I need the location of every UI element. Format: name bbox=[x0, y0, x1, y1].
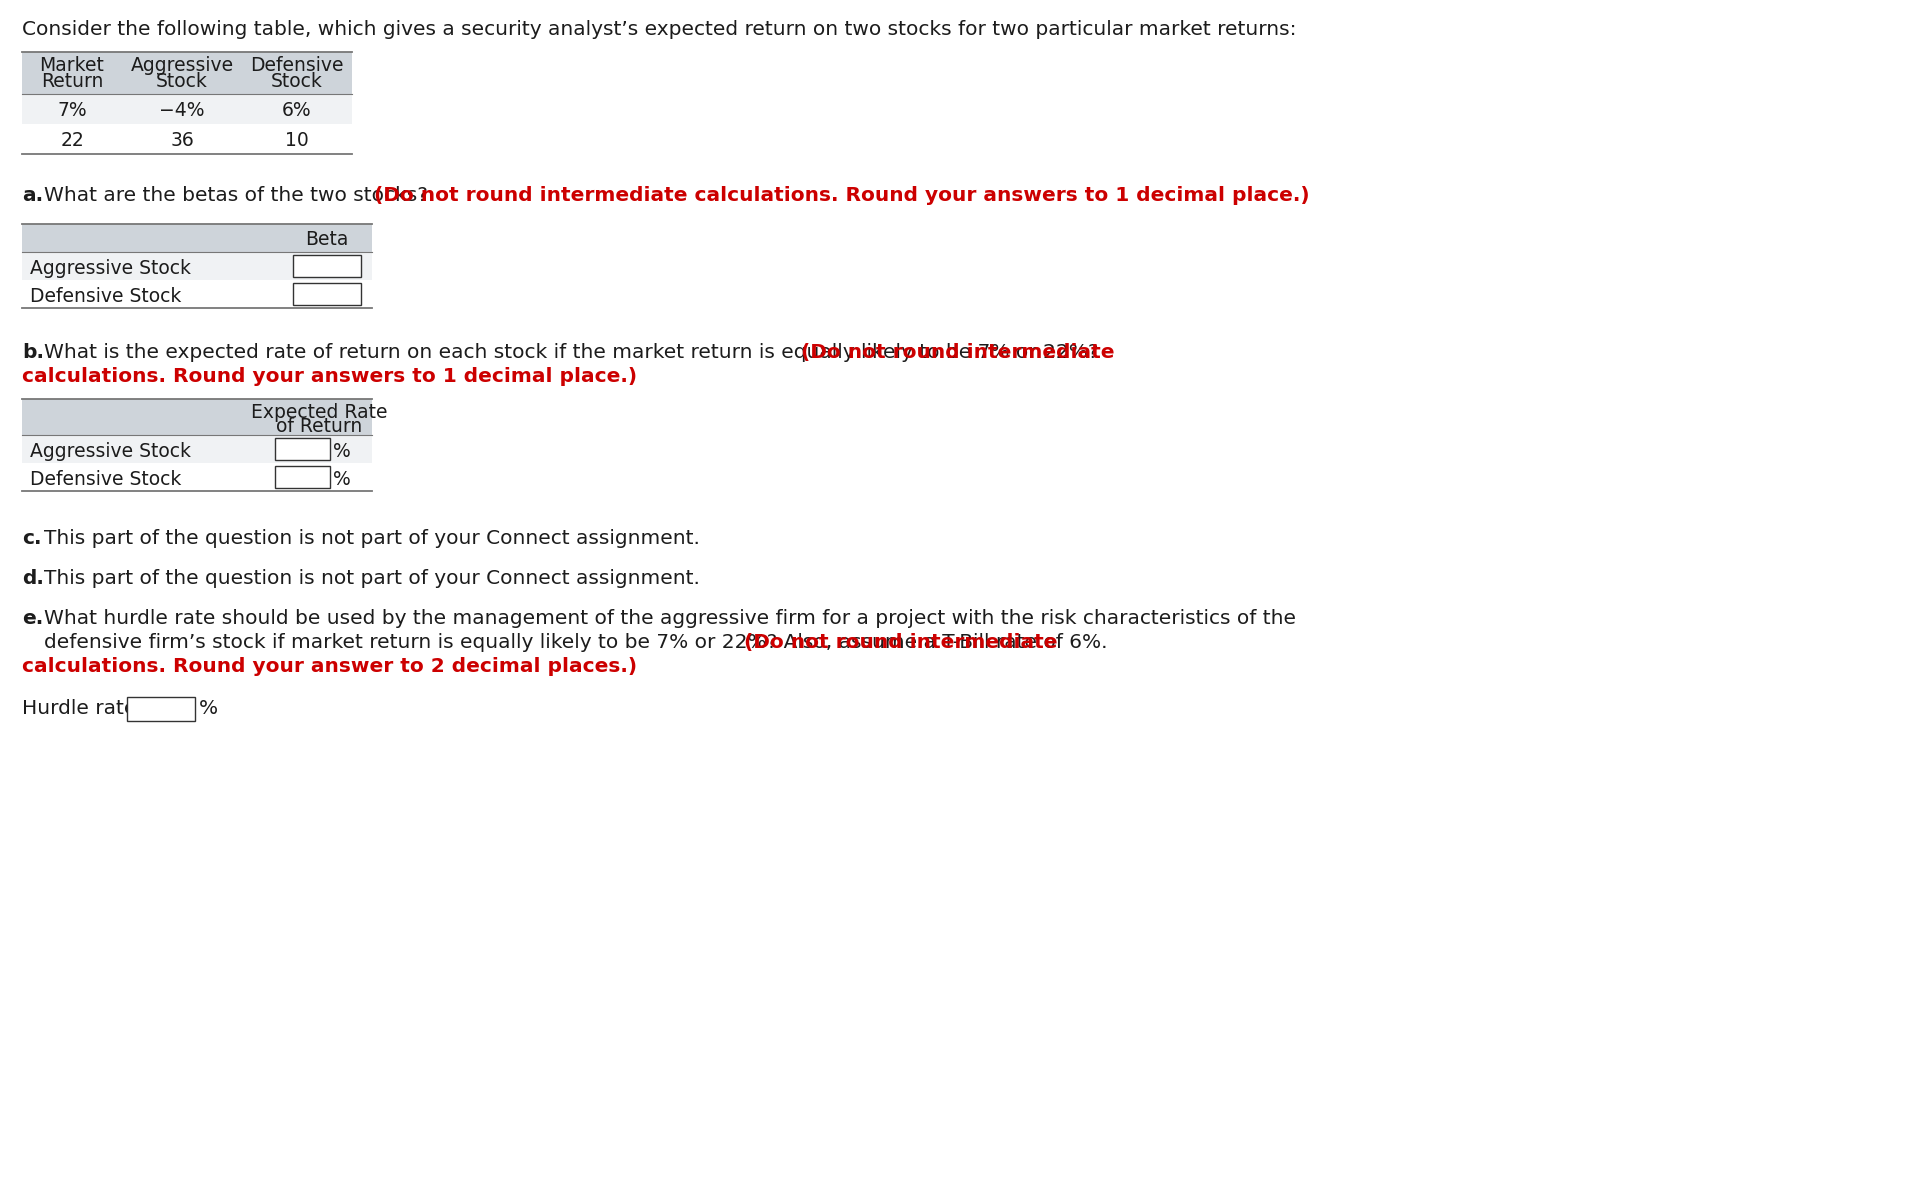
Bar bbox=[21, 280, 372, 308]
Text: 6%: 6% bbox=[282, 101, 311, 120]
Text: This part of the question is not part of your Connect assignment.: This part of the question is not part of… bbox=[44, 530, 701, 549]
Bar bbox=[21, 224, 372, 252]
Text: (Do not round intermediate: (Do not round intermediate bbox=[801, 343, 1114, 362]
Bar bbox=[21, 252, 372, 280]
Text: %: % bbox=[332, 470, 351, 489]
Text: This part of the question is not part of your Connect assignment.: This part of the question is not part of… bbox=[44, 569, 701, 588]
Text: defensive firm’s stock if market return is equally likely to be 7% or 22%? Also,: defensive firm’s stock if market return … bbox=[44, 633, 1114, 652]
Text: What are the betas of the two stocks?: What are the betas of the two stocks? bbox=[44, 186, 434, 205]
Text: a.: a. bbox=[21, 186, 42, 205]
Bar bbox=[275, 466, 330, 488]
Text: Aggressive Stock: Aggressive Stock bbox=[31, 441, 190, 461]
Bar bbox=[127, 697, 196, 721]
Text: calculations. Round your answer to 2 decimal places.): calculations. Round your answer to 2 dec… bbox=[21, 657, 637, 676]
Text: b.: b. bbox=[21, 343, 44, 362]
Bar bbox=[21, 463, 372, 491]
Text: What is the expected rate of return on each stock if the market return is equall: What is the expected rate of return on e… bbox=[44, 343, 1104, 362]
Text: d.: d. bbox=[21, 569, 44, 588]
Text: −4%: −4% bbox=[159, 101, 205, 120]
Text: 7%: 7% bbox=[58, 101, 86, 120]
Text: Consider the following table, which gives a security analyst’s expected return o: Consider the following table, which give… bbox=[21, 20, 1296, 39]
Text: Hurdle rate: Hurdle rate bbox=[21, 699, 136, 718]
Bar bbox=[294, 255, 361, 277]
Text: Defensive: Defensive bbox=[250, 56, 344, 75]
Bar bbox=[21, 436, 372, 463]
Text: %: % bbox=[332, 441, 351, 461]
Bar bbox=[21, 52, 351, 94]
Bar bbox=[21, 124, 351, 154]
Text: Expected Rate: Expected Rate bbox=[252, 403, 388, 422]
Text: Aggressive Stock: Aggressive Stock bbox=[31, 259, 190, 278]
Text: (Do not round intermediate: (Do not round intermediate bbox=[745, 633, 1058, 652]
Text: %: % bbox=[200, 699, 219, 718]
Bar bbox=[275, 438, 330, 461]
Text: calculations. Round your answers to 1 decimal place.): calculations. Round your answers to 1 de… bbox=[21, 367, 637, 386]
Text: What hurdle rate should be used by the management of the aggressive firm for a p: What hurdle rate should be used by the m… bbox=[44, 609, 1296, 628]
Text: Defensive Stock: Defensive Stock bbox=[31, 470, 180, 489]
Text: Stock: Stock bbox=[156, 73, 207, 90]
Bar bbox=[294, 283, 361, 305]
Text: e.: e. bbox=[21, 609, 44, 628]
Text: Aggressive: Aggressive bbox=[131, 56, 234, 75]
Text: 10: 10 bbox=[286, 131, 309, 150]
Text: 36: 36 bbox=[171, 131, 194, 150]
Text: c.: c. bbox=[21, 530, 42, 549]
Text: (Do not round intermediate calculations. Round your answers to 1 decimal place.): (Do not round intermediate calculations.… bbox=[374, 186, 1309, 205]
Text: of Return: of Return bbox=[276, 416, 363, 436]
Text: Market: Market bbox=[40, 56, 104, 75]
Text: Defensive Stock: Defensive Stock bbox=[31, 287, 180, 306]
Text: Beta: Beta bbox=[305, 230, 349, 249]
Text: 22: 22 bbox=[60, 131, 84, 150]
Bar bbox=[21, 94, 351, 124]
Text: Stock: Stock bbox=[271, 73, 323, 90]
Bar bbox=[21, 399, 372, 436]
Text: Return: Return bbox=[40, 73, 104, 90]
